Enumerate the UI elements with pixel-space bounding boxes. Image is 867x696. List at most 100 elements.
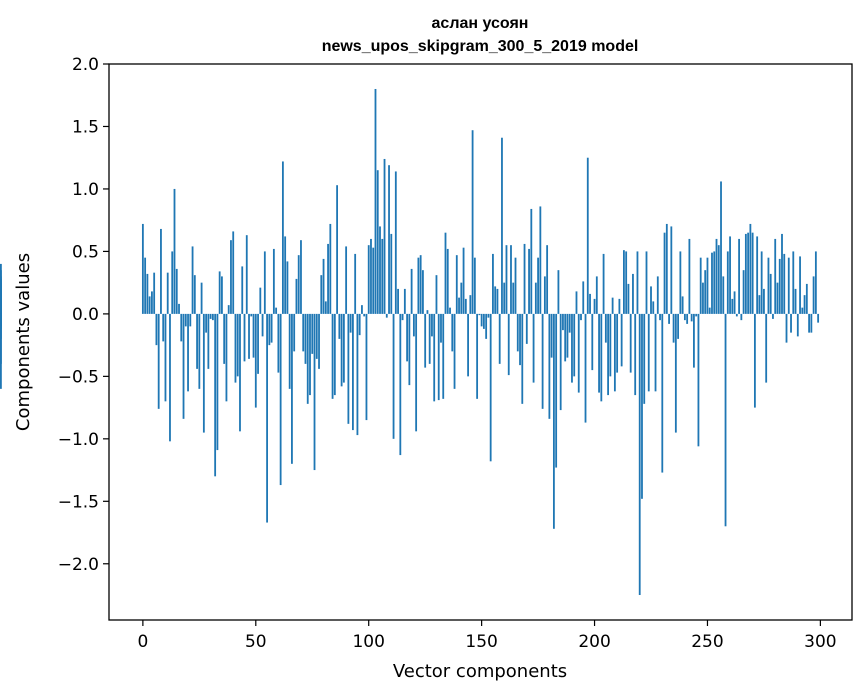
bar [803, 295, 806, 314]
bar [401, 313, 404, 321]
bar [464, 298, 467, 314]
bar-series [0, 88, 820, 596]
bar [781, 233, 783, 314]
bar [164, 313, 167, 402]
bar [810, 313, 813, 333]
y-tick-label: 0.0 [72, 305, 99, 325]
bar [711, 252, 713, 314]
bar [254, 313, 257, 408]
bar [184, 313, 187, 327]
bar [552, 313, 555, 529]
y-tick-label: −1.5 [58, 492, 99, 512]
bar [232, 231, 235, 314]
bar [546, 245, 549, 314]
bar [193, 275, 196, 314]
bar [437, 313, 440, 401]
bar [794, 288, 797, 314]
bar [492, 253, 494, 314]
bar [693, 313, 695, 368]
bar [157, 313, 160, 409]
bar [654, 313, 657, 392]
x-tick-label: 50 [245, 632, 267, 652]
x-axis-label: Vector components [393, 661, 567, 682]
bar [227, 305, 230, 314]
y-tick-label: −2.0 [58, 555, 99, 575]
bar [374, 88, 377, 314]
bar [354, 253, 357, 314]
bar [453, 313, 456, 389]
bar [602, 253, 605, 314]
bar [180, 313, 183, 342]
chart-subtitle: news_upos_skipgram_300_5_2019 model [322, 38, 639, 55]
bar [295, 278, 298, 314]
bar [738, 238, 740, 314]
bar [191, 246, 194, 314]
bar [783, 253, 786, 314]
bar [713, 251, 716, 314]
bar [257, 313, 259, 374]
bar [616, 313, 619, 373]
bar [385, 313, 388, 318]
bar [627, 283, 630, 314]
bar [390, 233, 393, 314]
bar [293, 313, 296, 352]
bar [598, 313, 600, 393]
bar [749, 223, 752, 314]
bar [406, 313, 409, 362]
bar [245, 235, 248, 314]
bar [485, 313, 488, 339]
bar [433, 313, 436, 402]
bar [410, 268, 413, 314]
bar [327, 243, 329, 314]
bar [331, 313, 334, 399]
x-tick-label: 200 [578, 632, 610, 652]
bar [352, 313, 354, 431]
bar [715, 238, 718, 314]
bar [656, 276, 659, 314]
bar [638, 313, 641, 596]
bar [306, 313, 309, 404]
bar [505, 245, 508, 314]
bar [309, 313, 311, 396]
bar [814, 251, 817, 314]
bar [593, 298, 596, 314]
bar [600, 313, 603, 402]
bar [528, 248, 530, 314]
bar [277, 313, 280, 373]
bar [281, 161, 284, 314]
bar [641, 313, 643, 499]
bar [392, 313, 395, 439]
bar [320, 275, 323, 314]
bar [796, 313, 799, 337]
bar [613, 313, 616, 392]
y-axis-ticks: −2.0 −1.5 −1.0 −0.5 0.0 0.5 1.0 1.5 2.0 [58, 55, 109, 575]
bar [792, 251, 795, 314]
bar [376, 170, 379, 314]
bar [356, 313, 359, 436]
x-tick-label: 0 [137, 632, 148, 652]
bar [358, 313, 361, 336]
bar [458, 297, 460, 314]
bar [769, 273, 772, 314]
bar [702, 282, 704, 314]
bar [471, 130, 474, 314]
bar [799, 256, 801, 314]
bar [663, 232, 666, 314]
bar [214, 313, 217, 477]
bar [451, 313, 454, 352]
bar [460, 282, 463, 314]
bar [216, 313, 219, 451]
bar [559, 313, 562, 411]
bar [521, 313, 524, 404]
bar [211, 313, 214, 321]
bar [415, 313, 418, 432]
bar [349, 313, 352, 333]
bar [478, 313, 481, 316]
bar [399, 313, 402, 456]
y-tick-label: 1.5 [72, 117, 99, 137]
bar [503, 282, 506, 314]
bar [340, 313, 343, 387]
bar [523, 243, 526, 314]
bar [252, 313, 255, 358]
bar [555, 313, 558, 468]
